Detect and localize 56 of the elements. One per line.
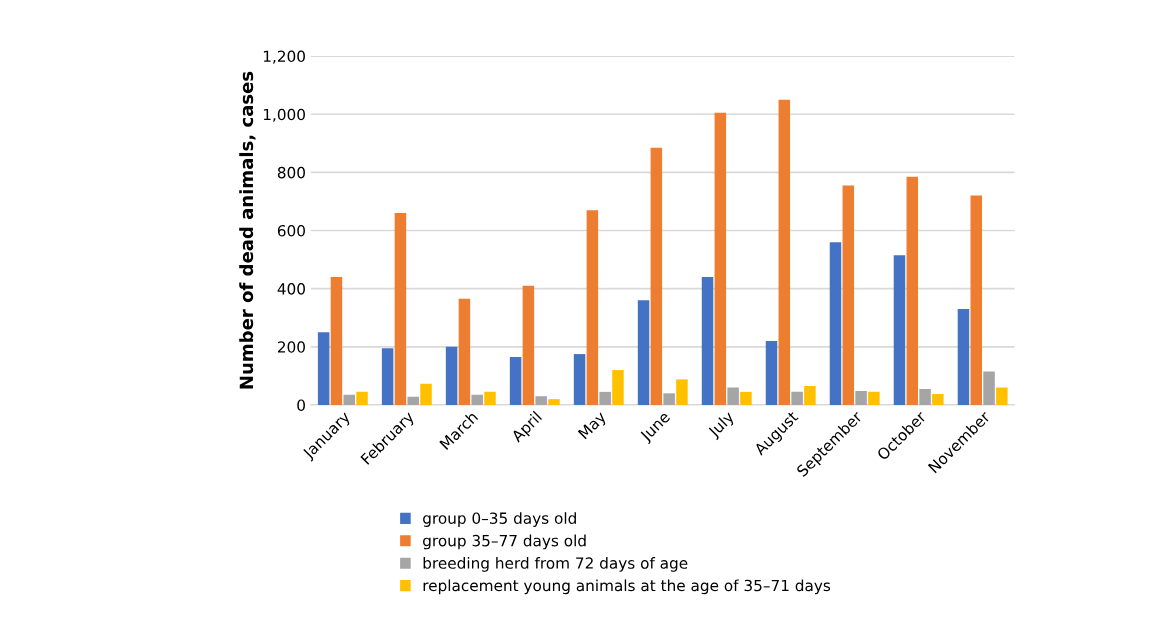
bar	[458, 298, 471, 405]
bar	[522, 285, 535, 405]
bar	[548, 399, 560, 405]
bar	[714, 112, 727, 405]
bar	[829, 242, 842, 405]
bar	[919, 388, 931, 405]
bar	[676, 379, 688, 405]
bar	[599, 391, 611, 405]
bar	[381, 348, 394, 405]
bar	[983, 371, 995, 405]
bar	[612, 370, 624, 405]
bar	[765, 340, 778, 405]
bar	[932, 393, 944, 405]
bar	[650, 147, 663, 405]
bar	[842, 185, 855, 405]
bar	[804, 386, 816, 405]
y-tick-label: 1,200	[263, 50, 305, 64]
bar	[740, 391, 752, 405]
bar	[509, 356, 522, 405]
y-tick-label: 0	[297, 399, 305, 411]
bar	[893, 255, 906, 405]
bar	[778, 99, 791, 405]
bar	[420, 383, 432, 405]
bar	[330, 277, 343, 405]
bar	[394, 213, 407, 405]
bar	[996, 387, 1008, 405]
bar	[343, 394, 355, 405]
bar	[586, 210, 599, 405]
y-tick-label: 600	[277, 224, 305, 237]
bar	[484, 391, 496, 405]
y-tick-label: 400	[277, 283, 305, 295]
legend-label: group 35–77 days old	[423, 534, 586, 550]
bar	[701, 277, 714, 405]
y-tick-label: 1,000	[263, 108, 305, 122]
bar	[727, 387, 739, 405]
bar	[663, 393, 675, 405]
bar	[573, 354, 586, 405]
bar	[471, 394, 483, 405]
bar	[637, 300, 650, 405]
bar	[970, 195, 983, 405]
bar	[407, 396, 419, 405]
bar	[356, 391, 368, 405]
legend-label: breeding herd from 72 days of age	[423, 557, 688, 572]
legend-label: group 0–35 days old	[423, 512, 576, 527]
bar	[855, 390, 867, 405]
bar	[957, 309, 970, 405]
bar	[868, 391, 880, 405]
bar	[906, 176, 919, 405]
bar	[317, 332, 330, 405]
bar	[445, 346, 458, 405]
bar	[791, 391, 803, 405]
bar	[535, 396, 547, 405]
y-tick-label: 800	[277, 166, 305, 179]
legend-label: replacement young animals at the age of 35–71 days	[423, 579, 831, 595]
y-axis-title: Number of dead animals, cases	[239, 71, 256, 389]
y-tick-label: 200	[277, 341, 305, 353]
